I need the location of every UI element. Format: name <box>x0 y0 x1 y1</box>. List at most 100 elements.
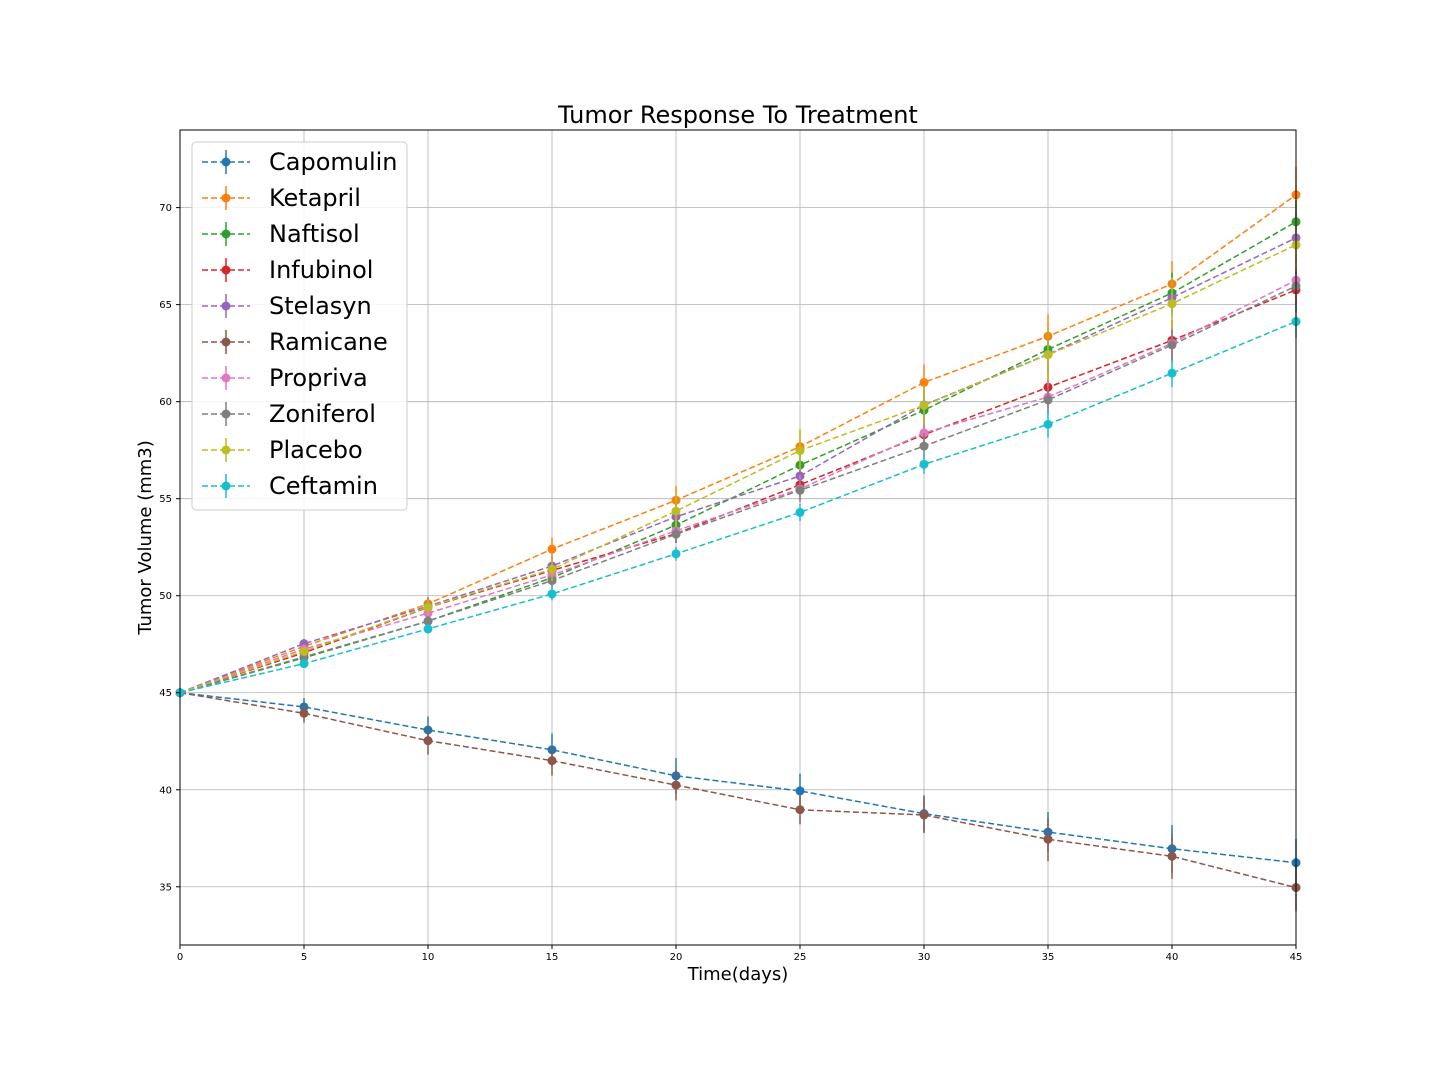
legend-label: Stelasyn <box>269 292 372 320</box>
legend-item-stelasyn: Stelasyn <box>202 292 372 320</box>
data-point <box>1167 851 1177 861</box>
x-tick-label: 25 <box>794 952 807 963</box>
plot-frame <box>179 129 1297 946</box>
legend-marker <box>221 265 231 275</box>
data-point <box>919 810 929 820</box>
legend-marker <box>221 445 231 455</box>
legend-marker <box>221 337 231 347</box>
legend-marker <box>221 157 231 167</box>
data-point <box>547 564 557 574</box>
chart-title: Tumor Response To Treatment <box>557 101 918 129</box>
legend-label: Zoniferol <box>269 400 376 428</box>
x-tick-label: 35 <box>1042 952 1055 963</box>
data-point <box>795 507 805 517</box>
series-line <box>179 194 1297 694</box>
legend-item-infubinol: Infubinol <box>202 256 373 284</box>
y-tick-label: 40 <box>159 785 172 796</box>
data-point <box>1043 395 1053 405</box>
data-point <box>671 506 681 516</box>
legend-label: Ramicane <box>269 328 388 356</box>
y-tick-label: 45 <box>159 688 172 699</box>
x-tick-label: 10 <box>422 952 435 963</box>
data-point <box>299 646 309 656</box>
data-point <box>795 485 805 495</box>
legend-label: Placebo <box>269 436 363 464</box>
data-point <box>919 377 929 387</box>
y-tick-label: 55 <box>159 494 172 505</box>
legend-item-placebo: Placebo <box>202 436 363 464</box>
x-tick-label: 5 <box>301 952 307 963</box>
data-point <box>547 589 557 599</box>
series-line <box>179 279 1297 694</box>
data-point <box>919 428 929 438</box>
data-point <box>1043 419 1053 429</box>
data-point <box>795 786 805 796</box>
data-point <box>547 544 557 554</box>
legend-box <box>191 141 408 511</box>
data-point <box>671 529 681 539</box>
legend-item-ramicane: Ramicane <box>202 328 388 356</box>
data-point <box>919 459 929 469</box>
ticks: 0 5 10 15 20 25 30 35 40 45 35 40 45 50 55 60 65 70 <box>159 203 1302 963</box>
legend-marker <box>221 301 231 311</box>
data-point <box>919 400 929 410</box>
series-line <box>179 320 1297 694</box>
y-tick-label: 70 <box>159 203 172 214</box>
series-line <box>179 691 1297 889</box>
x-tick-label: 0 <box>177 952 183 963</box>
legend-label: Infubinol <box>269 256 373 284</box>
legend-marker <box>221 193 231 203</box>
series-layer <box>175 166 1301 912</box>
data-point <box>795 446 805 456</box>
x-tick-label: 30 <box>918 952 931 963</box>
y-axis-label: Tumor Volume (mm3) <box>135 440 156 636</box>
legend-label: Naftisol <box>269 220 360 248</box>
legend-item-naftisol: Naftisol <box>202 220 360 248</box>
data-point <box>1167 368 1177 378</box>
series-ceftamin <box>175 305 1301 698</box>
legend-label: Ceftamin <box>269 472 378 500</box>
x-tick-label: 40 <box>1166 952 1179 963</box>
y-tick-label: 35 <box>159 882 172 893</box>
series-line <box>179 237 1297 694</box>
legend-item-propriva: Propriva <box>202 364 368 392</box>
y-tick-label: 60 <box>159 397 172 408</box>
data-point <box>423 736 433 746</box>
legend: Capomulin Ketapril Naftisol Infubinol Stelas… <box>191 141 408 511</box>
data-point <box>423 624 433 634</box>
x-tick-label: 20 <box>670 952 683 963</box>
x-tick-label: 15 <box>546 952 559 963</box>
legend-marker <box>221 373 231 383</box>
series-placebo <box>175 218 1301 698</box>
data-point <box>1167 299 1177 309</box>
y-tick-label: 65 <box>159 300 172 311</box>
legend-label: Capomulin <box>269 148 398 176</box>
legend-label: Ketapril <box>269 184 361 212</box>
series-line <box>179 285 1297 694</box>
x-tick-label: 45 <box>1290 952 1303 963</box>
legend-item-ceftamin: Ceftamin <box>202 472 378 500</box>
legend-item-capomulin: Capomulin <box>202 148 398 176</box>
legend-item-ketapril: Ketapril <box>202 184 361 212</box>
data-point <box>423 616 433 626</box>
legend-marker <box>221 229 231 239</box>
data-point <box>1167 340 1177 350</box>
legend-label: Propriva <box>269 364 368 392</box>
legend-marker <box>221 409 231 419</box>
data-point <box>671 549 681 559</box>
data-point <box>299 708 309 718</box>
legend-marker <box>221 481 231 491</box>
series-line <box>179 244 1297 694</box>
data-point <box>1043 350 1053 360</box>
data-point <box>1043 834 1053 844</box>
data-point <box>423 602 433 612</box>
legend-item-zoniferol: Zoniferol <box>202 400 376 428</box>
data-point <box>671 780 681 790</box>
data-point <box>299 659 309 669</box>
x-axis-label: Time(days) <box>687 964 789 985</box>
y-tick-label: 50 <box>159 591 172 602</box>
data-point <box>547 756 557 766</box>
data-point <box>919 441 929 451</box>
data-point <box>795 805 805 815</box>
